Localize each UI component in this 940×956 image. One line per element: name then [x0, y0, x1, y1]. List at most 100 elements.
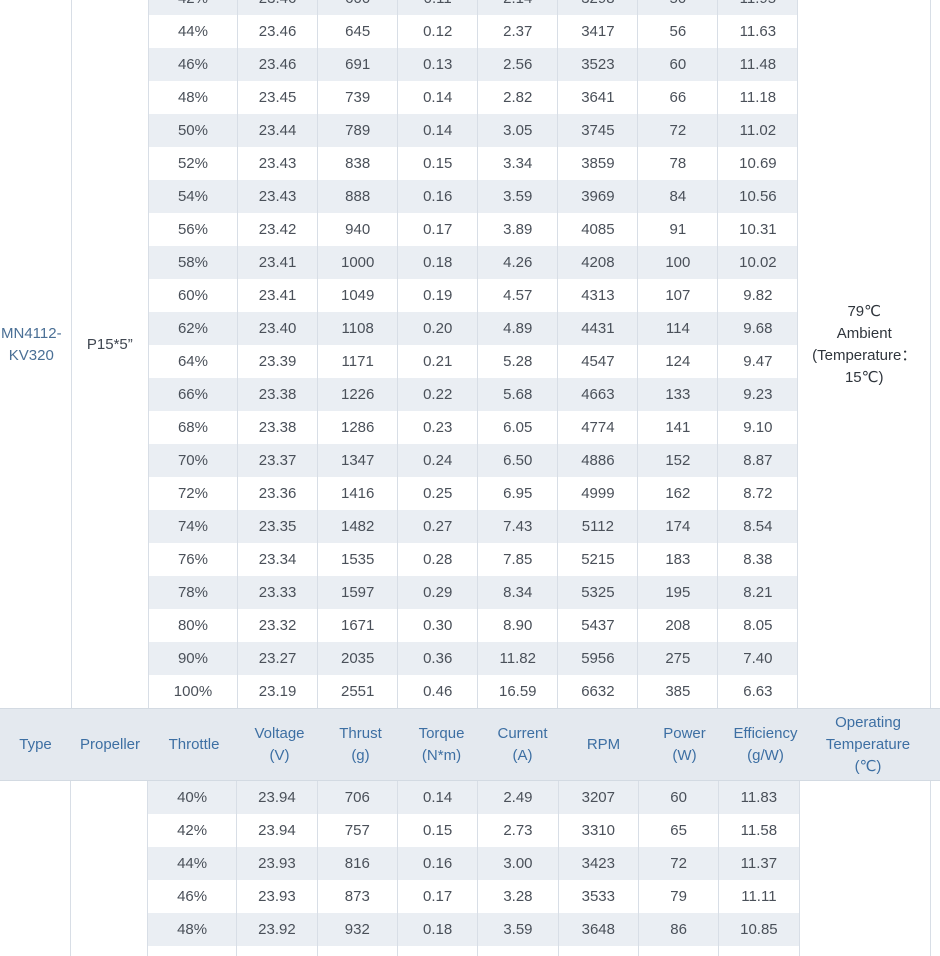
table-cell: 838: [317, 147, 399, 180]
header-thrust: Thrust (g): [320, 709, 401, 780]
table-cell: 78: [637, 147, 719, 180]
table-cell: 6.50: [477, 444, 559, 477]
table-cell: 0.19: [397, 279, 479, 312]
table-cell: 0.17: [396, 880, 479, 913]
table-cell: 44%: [146, 847, 238, 880]
table-cell: 691: [317, 48, 399, 81]
table-cell: 1347: [317, 444, 399, 477]
table-row: 50% 23.44 789 0.14 3.05 3745 72 11.02: [0, 114, 931, 147]
header-throttle: Throttle: [149, 709, 239, 780]
header-voltage: Voltage (V): [239, 709, 320, 780]
table-cell: 70%: [148, 444, 238, 477]
table-cell: 4999: [557, 477, 639, 510]
header-efficiency: Efficiency (g/W): [725, 709, 806, 780]
table-row: 74% 23.35 1482 0.27 7.43 5112 174 8.54: [0, 510, 931, 543]
table-cell: 23.39: [236, 345, 319, 378]
table-cell: 2.49: [477, 781, 559, 814]
propeller-cell: P15*5”: [70, 0, 150, 708]
table-cell: 1597: [317, 576, 399, 609]
table-cell: 1482: [317, 510, 399, 543]
table-cell: 11.63: [717, 15, 799, 48]
table-row: MN4112-KV320P15*5”42%23.466000.112.14329…: [0, 0, 931, 708]
table-cell: 23.19: [236, 675, 319, 708]
table-cell: 2.37: [477, 15, 559, 48]
type-text: KV320: [8, 347, 54, 364]
table-cell: 16.59: [477, 675, 559, 708]
table-cell: 23.44: [236, 114, 319, 147]
table-cell: 0.29: [397, 576, 479, 609]
table-cell: 66%: [148, 378, 238, 411]
table-cell: 6.05: [477, 411, 559, 444]
table-cell: 11.58: [718, 814, 800, 847]
table-cell: 46%: [146, 880, 238, 913]
table-row: 46% 23.46 691 0.13 2.56 3523 60 11.48: [0, 48, 931, 81]
table-row: 66% 23.38 1226 0.22 5.68 4663 133 9.23: [0, 378, 931, 411]
table-cell: 78%: [148, 576, 238, 609]
table-cell: 0.18: [397, 246, 479, 279]
header-rpm-label: RPM: [586, 735, 621, 753]
table-row: 58% 23.41 1000 0.18 4.26 4208 100 10.02: [0, 246, 931, 279]
header-optemp-line1: Operating: [835, 713, 901, 731]
table-cell: 3969: [557, 180, 639, 213]
table-cell: 58%: [148, 246, 238, 279]
table-cell: 3859: [557, 147, 639, 180]
table-cell: 3.28: [477, 880, 559, 913]
table-cell: 3.59: [477, 180, 559, 213]
table-cell: 23.27: [236, 642, 319, 675]
header-torque-unit: (N*m): [421, 746, 462, 764]
table-row: 48% 23.92 932 0.18 3.59 3648 86 10.85: [0, 913, 931, 946]
table-row: 56% 23.42 940 0.17 3.89 4085 91 10.31: [0, 213, 931, 246]
table-cell: 23.92: [236, 913, 318, 946]
table-cell: 706: [316, 781, 398, 814]
operating-temperature-text: 15℃): [844, 369, 884, 386]
header-optemp-unit: (℃): [854, 757, 882, 775]
table-cell: 7.85: [477, 543, 559, 576]
table-row: 62% 23.40 1108 0.20 4.89 4431 114 9.68: [0, 312, 931, 345]
header-torque: Torque (N*m): [401, 709, 482, 780]
table-cell: [396, 946, 479, 956]
table-row: 60% 23.41 1049 0.19 4.57 4313 107 9.82: [0, 279, 931, 312]
table-cell: 9.10: [717, 411, 799, 444]
table-cell: 0.27: [397, 510, 479, 543]
table-row: 64% 23.39 1171 0.21 5.28 4547 124 9.47: [0, 345, 931, 378]
header-current-label: Current: [497, 724, 548, 742]
table-cell: 3523: [557, 48, 639, 81]
table-cell: 42%: [148, 0, 238, 15]
propeller-cell: [69, 781, 148, 956]
table-cell: 23.38: [236, 378, 319, 411]
table-cell: 5956: [557, 642, 639, 675]
table-cell: 23.34: [236, 543, 319, 576]
table-cell: 42%: [146, 814, 238, 847]
table-cell: 4431: [557, 312, 639, 345]
table-cell: 72%: [148, 477, 238, 510]
table-row: 68% 23.38 1286 0.23 6.05 4774 141 9.10: [0, 411, 931, 444]
header-voltage-unit: (V): [269, 746, 290, 764]
header-throttle-label: Throttle: [168, 735, 220, 753]
table-cell: 3648: [557, 913, 640, 946]
table-cell: 23.40: [236, 312, 319, 345]
table-row: 76% 23.34 1535 0.28 7.85 5215 183 8.38: [0, 543, 931, 576]
header-efficiency-unit: (g/W): [747, 746, 784, 764]
table-cell: 0.16: [396, 847, 479, 880]
table-cell: 141: [637, 411, 719, 444]
table-cell: 8.34: [477, 576, 559, 609]
table-cell: 9.82: [717, 279, 799, 312]
table-row: 40% 23.94 706 0.14 2.49 3207 60 11.83: [0, 781, 932, 956]
table-row: 100% 23.19 2551 0.46 16.59 6632 385 6.63: [0, 675, 931, 708]
header-rpm: RPM: [563, 709, 644, 780]
table-row: 72% 23.36 1416 0.25 6.95 4999 162 8.72: [0, 477, 931, 510]
table-cell: 600: [317, 0, 399, 15]
table-cell: 11.82: [477, 642, 559, 675]
table-row: 42% 23.94 757 0.15 2.73 3310 65 11.58: [0, 814, 931, 847]
table-cell: 6632: [557, 675, 639, 708]
table-cell: 84: [637, 180, 719, 213]
operating-temperature-cell: 79℃ Ambient (Temperature： 15℃): [797, 0, 931, 708]
table-cell: 5325: [557, 576, 639, 609]
table-cell: 72: [637, 114, 719, 147]
type-text: MN4112-: [1, 325, 62, 342]
table-cell: 4.89: [477, 312, 559, 345]
table-cell: 90%: [148, 642, 238, 675]
table-cell: 174: [637, 510, 719, 543]
table-cell: 10.56: [717, 180, 799, 213]
header-current: Current (A): [482, 709, 563, 780]
